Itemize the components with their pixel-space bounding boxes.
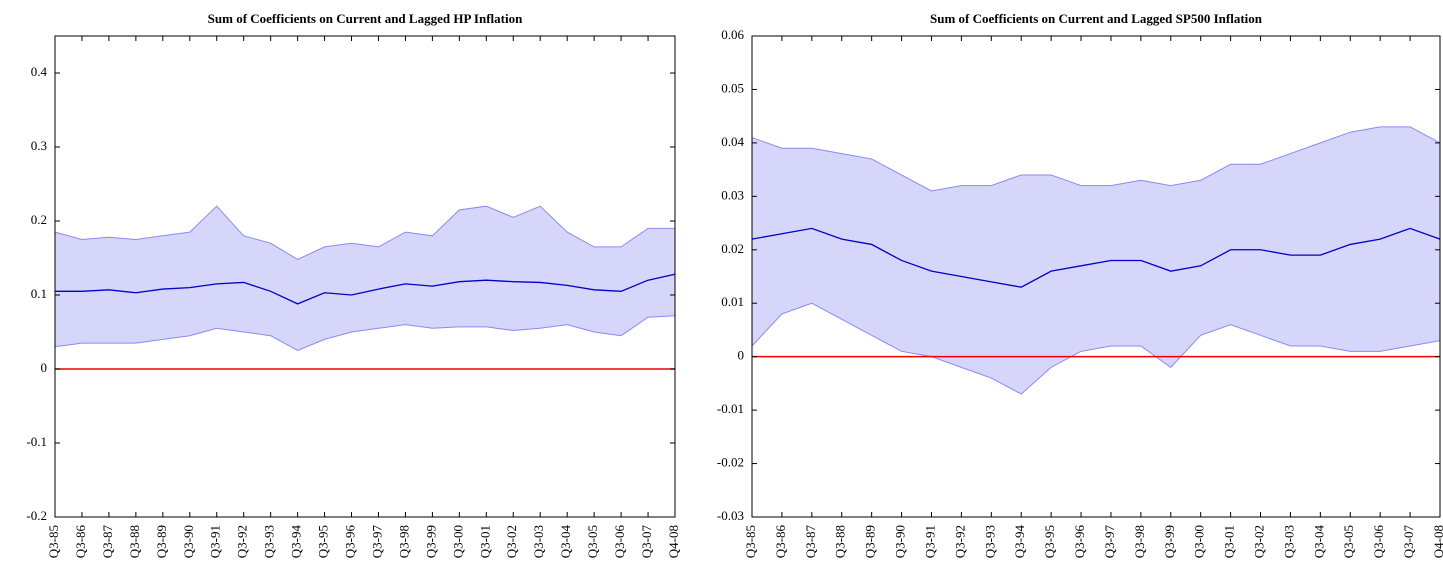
x-tick-label: Q3-88: [833, 525, 848, 558]
x-tick-label: Q3-92: [235, 525, 250, 558]
confidence-band: [752, 126, 1440, 395]
x-tick-label: Q3-03: [531, 525, 546, 558]
line: [55, 273, 676, 305]
x-tick-label: Q3-86: [773, 525, 788, 559]
chart-title: Sum of Coefficients on Current and Lagge…: [208, 11, 523, 26]
x-tick-label: Q3-89: [863, 525, 878, 558]
x-tick-label: Q3-01: [1222, 525, 1237, 558]
y-tick-label: -0.01: [717, 401, 744, 416]
x-tick-label: Q3-89: [154, 525, 169, 558]
y-tick-label: 0.4: [31, 64, 48, 79]
x-tick-label: Q3-06: [1371, 525, 1386, 559]
band-upper: [54, 205, 675, 261]
x-tick-label: Q3-86: [73, 525, 88, 559]
y-tick-label: 0.06: [721, 27, 744, 42]
x-tick-label: Q3-87: [100, 525, 115, 559]
x-tick-label: Q3-91: [922, 525, 937, 558]
x-tick-label: Q3-97: [369, 525, 384, 559]
x-tick-label: Q3-98: [396, 525, 411, 558]
x-tick-label: Q3-96: [1072, 525, 1087, 559]
x-tick-label: Q3-90: [181, 525, 196, 558]
x-tick-label: Q3-94: [1012, 525, 1027, 559]
x-tick-label: Q3-90: [893, 525, 908, 558]
x-tick-label: Q3-02: [504, 525, 519, 558]
x-tick-label: Q3-07: [639, 525, 654, 559]
band-lower: [54, 315, 676, 352]
x-tick-label: Q3-92: [952, 525, 967, 558]
x-tick-label: Q3-06: [612, 525, 627, 559]
y-tick-label: -0.02: [717, 455, 744, 470]
x-tick-label: Q3-01: [477, 525, 492, 558]
x-tick-label: Q3-04: [558, 525, 573, 559]
x-tick-label: Q3-96: [343, 525, 358, 559]
x-tick-label: Q3-94: [289, 525, 304, 559]
chart-title: Sum of Coefficients on Current and Lagge…: [930, 11, 1263, 26]
y-tick-label: 0.3: [31, 138, 47, 153]
x-tick-label: Q3-93: [262, 525, 277, 558]
y-tick-label: -0.03: [717, 508, 744, 523]
x-tick-label: Q3-00: [450, 525, 465, 558]
plot-frame: [751, 35, 1441, 518]
plot-frame: [54, 35, 676, 518]
x-tick-label: Q3-99: [1162, 525, 1177, 558]
x-tick-label: Q3-97: [1102, 525, 1117, 559]
x-tick-label: Q3-05: [1341, 525, 1356, 558]
x-tick-label: Q3-03: [1281, 525, 1296, 558]
x-tick-label: Q3-99: [423, 525, 438, 558]
y-tick-label: 0.2: [31, 212, 47, 227]
y-tick-label: 0.1: [31, 286, 47, 301]
confidence-band: [55, 206, 675, 351]
x-tick-label: Q3-07: [1401, 525, 1416, 559]
x-tick-label: Q3-04: [1311, 525, 1326, 559]
x-tick-label: Q3-87: [803, 525, 818, 559]
x-tick-label: Q3-98: [1132, 525, 1147, 558]
x-tick-label: Q3-85: [743, 525, 758, 558]
x-tick-label: Q3-85: [46, 525, 61, 558]
x-tick-label: Q4-08: [666, 525, 681, 558]
x-tick-label: Q3-95: [316, 525, 331, 558]
x-tick-label: Q4-08: [1431, 525, 1443, 558]
y-tick-label: 0.04: [721, 134, 744, 149]
x-tick-label: Q3-02: [1252, 525, 1267, 558]
y-tick-label: 0: [41, 360, 48, 375]
x-tick-label: Q3-05: [585, 525, 600, 558]
y-tick-label: 0.01: [721, 294, 744, 309]
y-tick-label: 0.03: [721, 187, 744, 202]
y-tick-label: 0.05: [721, 80, 744, 95]
y-tick-label: 0: [738, 348, 745, 363]
y-tick-label: -0.2: [26, 508, 47, 523]
x-tick-label: Q3-00: [1192, 525, 1207, 558]
y-tick-label: 0.02: [721, 241, 744, 256]
x-tick-label: Q3-91: [208, 525, 223, 558]
y-tick-label: -0.1: [26, 434, 47, 449]
x-tick-label: Q3-93: [982, 525, 997, 558]
line: [751, 227, 1441, 288]
band-upper: [751, 126, 1441, 192]
x-tick-label: Q3-95: [1042, 525, 1057, 558]
band-lower: [751, 302, 1441, 395]
x-tick-label: Q3-88: [127, 525, 142, 558]
